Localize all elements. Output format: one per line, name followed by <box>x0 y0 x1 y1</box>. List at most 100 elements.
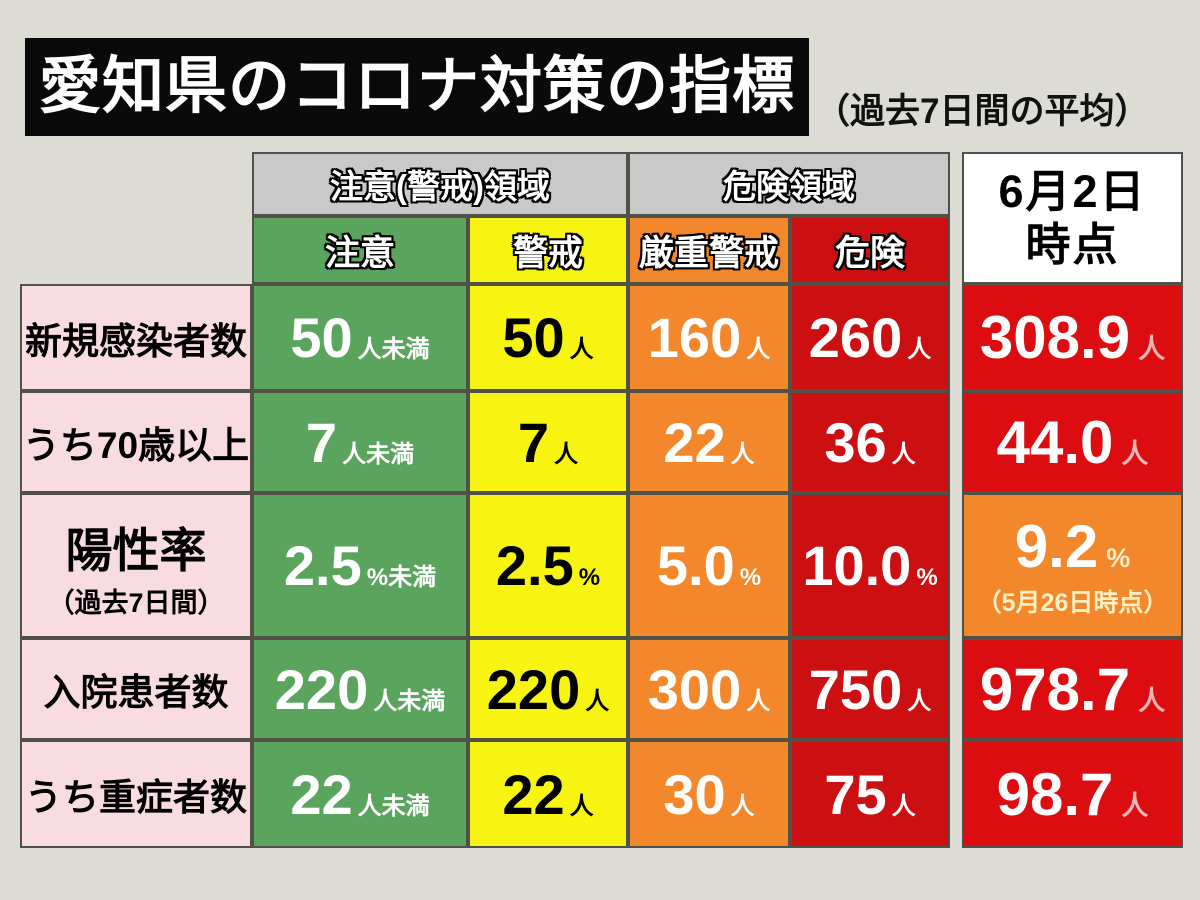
unit: 人 <box>730 792 755 820</box>
title-subtitle: （過去7日間の平均） <box>815 92 1150 131</box>
value: 220 <box>486 657 581 721</box>
zone-header-danger: 危険領域 <box>628 152 950 216</box>
as-of-date-header: 6月2日 時点 <box>962 152 1183 284</box>
cell-severe-current: 98.7 人 <box>962 740 1183 848</box>
value: 75 <box>824 762 887 826</box>
cell-new-cases-current: 308.9 人 <box>962 284 1183 391</box>
unit: % <box>739 564 762 591</box>
unit: 人 <box>554 440 579 468</box>
cell-positivity-danger: 10.0% <box>790 493 950 638</box>
cell-severe-danger: 75 人 <box>790 740 950 848</box>
cell-hospitalized-high-alert: 300 人 <box>628 638 790 740</box>
cell-hospitalized-warning: 220 人 <box>468 638 628 740</box>
unit: % <box>1106 543 1131 573</box>
unit: 人 <box>1138 334 1166 364</box>
current-value: 44.0 <box>996 408 1114 476</box>
current-value: 308.9 <box>979 304 1131 371</box>
value: 50 <box>290 306 353 369</box>
as-of-date-line2: 時点 <box>1025 219 1120 270</box>
cell-severe-warning: 22 人 <box>468 740 628 848</box>
level-header-caution: 注意 <box>252 216 468 284</box>
zone-header-caution-label: 注意(警戒)領域 <box>330 168 550 205</box>
cell-new-cases-warning: 50 人 <box>468 284 628 391</box>
cell-new-cases-danger: 260 人 <box>790 284 950 391</box>
unit: 人未満 <box>357 336 430 363</box>
row-label-text: 陽性率 <box>65 523 207 577</box>
zone-header-danger-label: 危険領域 <box>723 168 855 205</box>
cell-severe-high-alert: 30 人 <box>628 740 790 848</box>
unit: 人 <box>1121 790 1149 821</box>
unit: 人 <box>1138 685 1166 716</box>
unit: 人 <box>730 440 755 468</box>
row-label-text: うち70歳以上 <box>22 425 250 466</box>
cell-hospitalized-caution: 220 人未満 <box>252 638 468 740</box>
value: 7 <box>305 410 338 474</box>
row-label-text: うち重症者数 <box>25 777 247 818</box>
unit: 人 <box>907 336 932 363</box>
value: 30 <box>663 762 726 826</box>
value: 260 <box>808 306 903 369</box>
value: 300 <box>647 657 742 721</box>
unit: %未満 <box>366 564 437 591</box>
value: 7 <box>517 410 550 474</box>
as-of-date-line1: 6月2日 <box>998 165 1147 217</box>
row-label-new-cases: 新規感染者数 <box>20 284 252 391</box>
unit: 人 <box>746 336 771 363</box>
cell-new-cases-caution: 50 人未満 <box>252 284 468 391</box>
current-note: （5月26日時点） <box>976 589 1169 617</box>
cell-positivity-caution: 2.5 %未満 <box>252 493 468 638</box>
unit: 人未満 <box>373 687 446 715</box>
value: 2.5 <box>495 534 574 597</box>
unit: 人 <box>1121 438 1149 469</box>
indicator-table: 注意(警戒)領域 危険領域 6月2日 時点 注意 警戒 厳重警戒 危険 新規感染… <box>20 152 1183 848</box>
row-label-text: 新規感染者数 <box>25 320 247 362</box>
unit: 人 <box>907 687 932 715</box>
row-label-hospitalized: 入院患者数 <box>20 638 252 740</box>
level-header-danger-label: 危険 <box>834 233 905 273</box>
cell-age70plus-current: 44.0 人 <box>962 391 1183 493</box>
cell-age70plus-caution: 7 人未満 <box>252 391 468 493</box>
row-sublabel-text: （過去7日間） <box>47 587 225 618</box>
value: 220 <box>274 657 369 721</box>
unit: 人 <box>891 440 916 468</box>
level-header-high-alert: 厳重警戒 <box>628 216 790 284</box>
level-header-warning: 警戒 <box>468 216 628 284</box>
cell-new-cases-high-alert: 160 人 <box>628 284 790 391</box>
level-header-caution-label: 注意 <box>324 233 395 273</box>
title-row: 愛知県のコロナ対策の指標 （過去7日間の平均） <box>25 38 1149 136</box>
unit: % <box>916 564 938 591</box>
value: 22 <box>290 762 353 826</box>
cell-positivity-current: 9.2% （5月26日時点） <box>962 493 1183 638</box>
level-header-warning-label: 警戒 <box>512 233 583 273</box>
current-value: 978.7 <box>979 655 1131 723</box>
value: 50 <box>502 306 565 369</box>
cell-hospitalized-danger: 750 人 <box>790 638 950 740</box>
current-value: 98.7 <box>996 760 1114 828</box>
current-value: 9.2 <box>1014 513 1099 580</box>
zone-header-caution: 注意(警戒)領域 <box>252 152 628 216</box>
unit: % <box>578 564 601 591</box>
value: 2.5 <box>283 534 362 597</box>
cell-positivity-warning: 2.5% <box>468 493 628 638</box>
value: 10.0 <box>802 534 912 597</box>
value: 22 <box>502 762 565 826</box>
unit: 人 <box>585 687 610 715</box>
unit: 人未満 <box>357 792 430 820</box>
unit: 人 <box>569 792 594 820</box>
value: 5.0 <box>656 534 735 597</box>
unit: 人 <box>891 792 916 820</box>
value: 750 <box>808 657 903 721</box>
cell-severe-caution: 22 人未満 <box>252 740 468 848</box>
cell-hospitalized-current: 978.7 人 <box>962 638 1183 740</box>
value: 160 <box>647 306 742 369</box>
unit: 人 <box>746 687 771 715</box>
page-title: 愛知県のコロナ対策の指標 <box>25 38 810 136</box>
row-label-age70plus: うち70歳以上 <box>20 391 252 493</box>
value: 36 <box>824 410 887 474</box>
cell-positivity-high-alert: 5.0% <box>628 493 790 638</box>
level-header-high-alert-label: 厳重警戒 <box>638 233 779 273</box>
value: 22 <box>663 410 726 474</box>
unit: 人 <box>569 336 594 363</box>
row-label-text: 入院患者数 <box>43 672 229 713</box>
